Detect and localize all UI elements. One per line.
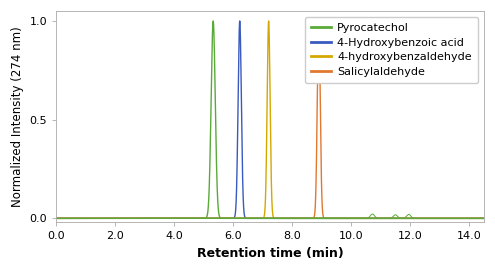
X-axis label: Retention time (min): Retention time (min) xyxy=(197,247,344,260)
Legend: Pyrocatechol, 4-Hydroxybenzoic acid, 4-hydroxybenzaldehyde, Salicylaldehyde: Pyrocatechol, 4-Hydroxybenzoic acid, 4-h… xyxy=(305,17,478,83)
Y-axis label: Normalized Intensity (274 nm): Normalized Intensity (274 nm) xyxy=(11,26,24,207)
